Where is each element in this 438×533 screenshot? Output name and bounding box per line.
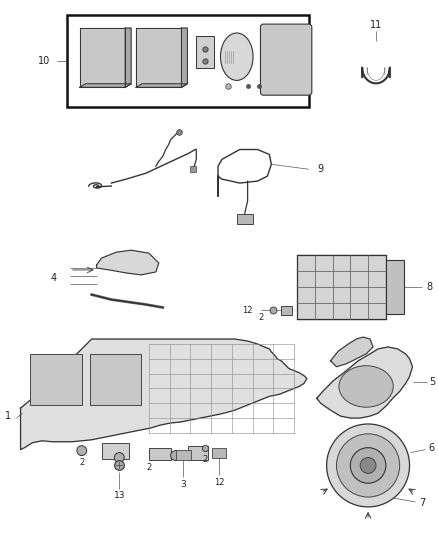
Bar [67, 15, 309, 107]
Text: 2: 2 [146, 463, 152, 472]
Ellipse shape [220, 33, 253, 80]
Text: 7: 7 [419, 498, 425, 508]
Polygon shape [331, 337, 373, 367]
Text: 3: 3 [180, 480, 186, 489]
Text: 10: 10 [38, 55, 50, 66]
Text: 2: 2 [259, 313, 264, 322]
Bar [237, 214, 253, 223]
Text: 2: 2 [79, 458, 85, 467]
Ellipse shape [339, 366, 393, 407]
Text: 2: 2 [202, 455, 208, 464]
Polygon shape [136, 28, 181, 87]
Bar [281, 306, 292, 316]
Bar [90, 354, 141, 405]
Circle shape [336, 434, 400, 497]
Text: 12: 12 [214, 478, 224, 487]
Polygon shape [96, 250, 159, 275]
Text: 1: 1 [4, 411, 11, 421]
Polygon shape [136, 84, 187, 87]
Bar [212, 448, 226, 457]
Circle shape [114, 453, 124, 463]
Polygon shape [21, 339, 307, 450]
Circle shape [171, 450, 180, 461]
Text: 4: 4 [51, 273, 57, 283]
Polygon shape [80, 84, 131, 87]
Bar [149, 448, 171, 459]
Text: 13: 13 [113, 490, 125, 499]
Bar [188, 446, 208, 459]
Text: 9: 9 [318, 164, 324, 174]
FancyBboxPatch shape [261, 24, 312, 95]
Polygon shape [125, 28, 131, 87]
Text: 6: 6 [428, 443, 434, 453]
Bar [297, 255, 386, 319]
Circle shape [77, 446, 87, 456]
Text: 12: 12 [242, 306, 253, 315]
Bar [30, 354, 82, 405]
Polygon shape [80, 28, 125, 87]
Bar [102, 443, 129, 458]
Circle shape [350, 448, 386, 483]
Polygon shape [317, 347, 413, 418]
Bar [386, 260, 404, 314]
Polygon shape [181, 28, 187, 87]
Text: 5: 5 [429, 376, 435, 386]
Circle shape [327, 424, 410, 507]
Circle shape [360, 457, 376, 473]
Text: 8: 8 [426, 282, 432, 292]
Bar [176, 450, 191, 459]
Text: 11: 11 [370, 20, 382, 30]
Bar [196, 36, 214, 68]
